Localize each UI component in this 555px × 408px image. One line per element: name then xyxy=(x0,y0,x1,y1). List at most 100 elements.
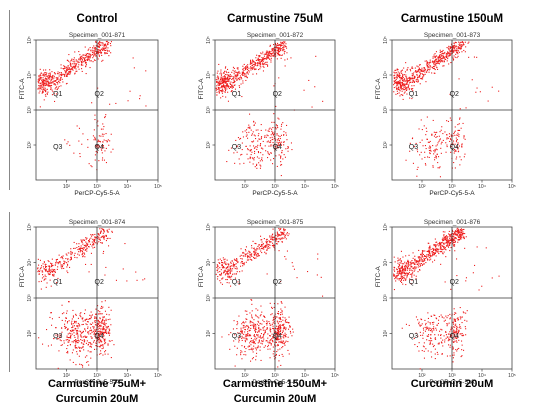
event-dot xyxy=(442,245,444,247)
event-dot xyxy=(220,269,222,271)
event-dot xyxy=(244,76,246,78)
event-dot xyxy=(69,330,71,332)
event-dot xyxy=(81,248,83,250)
event-dot xyxy=(90,345,92,347)
event-dot xyxy=(399,90,401,92)
event-dot xyxy=(429,343,431,345)
event-dot xyxy=(272,353,274,355)
event-dot xyxy=(272,133,274,135)
event-dot xyxy=(251,247,253,249)
event-dot xyxy=(418,76,420,78)
event-dot xyxy=(90,323,92,325)
event-dot xyxy=(400,276,402,278)
event-dot xyxy=(436,153,438,155)
event-dot xyxy=(277,127,279,129)
event-dot xyxy=(275,327,277,329)
event-dot xyxy=(420,334,422,336)
event-dot xyxy=(422,74,424,76)
event-dot xyxy=(81,241,83,243)
event-dot xyxy=(428,249,430,251)
event-dot xyxy=(322,295,324,297)
event-dot xyxy=(60,67,62,69)
event-dot xyxy=(253,256,255,258)
event-dot xyxy=(450,134,452,136)
event-dot xyxy=(435,132,437,134)
event-dot xyxy=(80,316,82,318)
event-dot xyxy=(100,334,102,336)
event-dot xyxy=(72,67,74,69)
event-dot xyxy=(66,73,68,75)
event-dot xyxy=(268,130,270,132)
event-dot xyxy=(265,129,267,131)
event-dot xyxy=(218,84,220,86)
event-dot xyxy=(425,328,427,330)
event-dot xyxy=(67,264,69,266)
event-dot xyxy=(444,236,446,238)
event-dot xyxy=(406,82,408,84)
event-dot xyxy=(417,79,419,81)
event-dot xyxy=(268,154,270,156)
event-dot xyxy=(266,324,268,326)
event-dot xyxy=(277,349,279,351)
event-dot xyxy=(52,271,54,273)
event-dot xyxy=(85,66,87,68)
event-dot xyxy=(249,256,251,258)
event-dot xyxy=(89,241,91,243)
event-dot xyxy=(406,81,408,83)
event-dot xyxy=(435,55,437,57)
event-dot xyxy=(71,63,73,65)
event-dot xyxy=(399,80,401,82)
event-dot xyxy=(58,261,60,263)
event-dot xyxy=(94,239,96,241)
event-dot xyxy=(98,330,100,332)
event-dot xyxy=(103,45,105,47)
event-dot xyxy=(254,330,256,332)
event-dot xyxy=(98,342,100,344)
event-dot xyxy=(432,56,434,58)
event-dot xyxy=(37,88,39,90)
event-dot xyxy=(85,336,87,338)
event-dot xyxy=(100,231,102,233)
event-dot xyxy=(86,318,88,320)
event-dot xyxy=(276,338,278,340)
event-dot xyxy=(83,239,85,241)
event-dot xyxy=(437,56,439,58)
event-dot xyxy=(82,57,84,59)
event-dot xyxy=(403,87,405,89)
event-dot xyxy=(55,87,57,89)
event-dot xyxy=(50,285,52,287)
event-dot xyxy=(272,245,274,247)
event-dot xyxy=(399,259,401,261)
event-dot xyxy=(67,328,69,330)
event-dot xyxy=(88,271,90,273)
event-dot xyxy=(74,51,76,53)
event-dot xyxy=(278,227,280,229)
event-dot xyxy=(410,77,412,79)
event-dot xyxy=(396,88,398,90)
event-dot xyxy=(72,69,74,71)
event-dot xyxy=(101,301,103,303)
event-dot xyxy=(281,241,283,243)
event-dot xyxy=(275,238,277,240)
event-dot xyxy=(397,75,399,77)
event-dot xyxy=(56,79,58,81)
event-dot xyxy=(67,73,69,75)
event-dot xyxy=(455,49,457,51)
event-dot xyxy=(251,342,253,344)
event-dot xyxy=(95,139,97,141)
event-dot xyxy=(81,254,83,256)
event-dot xyxy=(245,335,247,337)
event-dot xyxy=(436,62,438,64)
event-dot xyxy=(82,320,84,322)
event-dot xyxy=(280,45,282,47)
event-dot xyxy=(285,132,287,134)
event-dot xyxy=(443,243,445,245)
event-dot xyxy=(94,233,96,235)
event-dot xyxy=(438,57,440,59)
event-dot xyxy=(261,60,263,62)
event-dot xyxy=(276,147,278,149)
event-dot xyxy=(93,333,95,335)
event-dot xyxy=(440,334,442,336)
event-dot xyxy=(79,59,81,61)
event-dot xyxy=(280,175,282,177)
